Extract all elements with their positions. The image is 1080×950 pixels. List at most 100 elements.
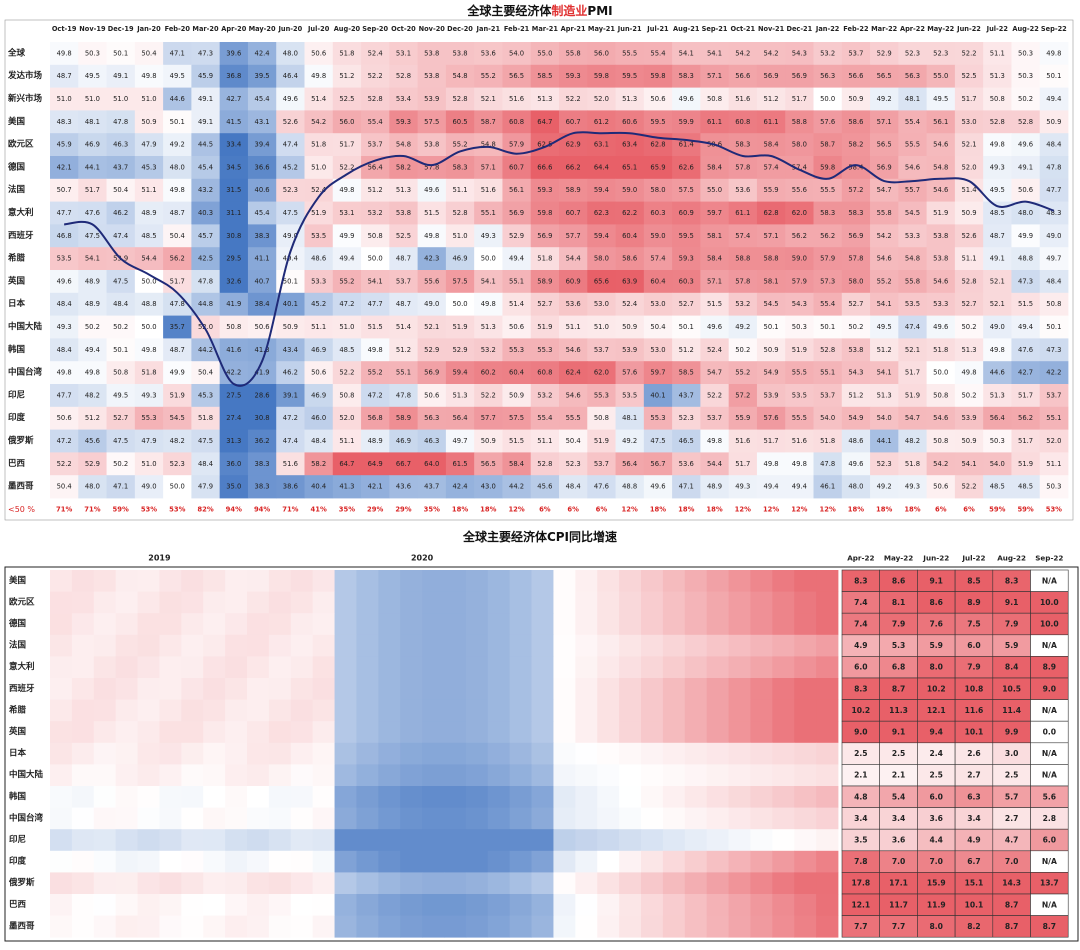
pmi-cell (417, 406, 447, 430)
pmi-cell (841, 475, 871, 499)
cpi-heat-cell (159, 742, 182, 765)
pmi-cell (247, 156, 277, 180)
pmi-cell (106, 224, 136, 248)
cpi-heat-cell (619, 915, 642, 938)
pmi-cell (50, 156, 79, 180)
pmi-cell (134, 361, 164, 385)
pmi-cell-value: 66.2 (566, 163, 581, 171)
pmi-cell-value: 36.8 (226, 72, 241, 80)
cpi-heat-cell (553, 678, 576, 700)
pmi-cell-value: 47.2 (339, 300, 354, 308)
cpi-heat-cell (444, 570, 467, 592)
pmi-cell (813, 87, 843, 111)
pmi-cell-value: 48.2 (905, 437, 920, 445)
pmi-cell (898, 429, 928, 453)
cpi-heat-cell (400, 570, 423, 592)
pmi-cell (785, 406, 814, 430)
pmi-cell (474, 406, 503, 430)
pmi-cell-value: 52.9 (509, 232, 524, 240)
pmi-cell (813, 224, 843, 248)
pmi-cell (276, 384, 305, 408)
pmi-cell (615, 42, 645, 66)
cpi-table-value: 7.9 (967, 663, 980, 672)
cpi-table-value: 6.0 (1043, 836, 1056, 845)
pmi-cell-value: 42.5 (198, 255, 213, 263)
cpi-heat-cell (181, 764, 204, 787)
pmi-cell-value: 54.2 (933, 460, 948, 468)
cpi-heat-cell (706, 678, 729, 700)
pmi-month-label: Nov-19 (79, 25, 106, 33)
pmi-cell-value: 50.0 (820, 95, 835, 103)
cpi-heat-cell (203, 678, 226, 700)
cpi-heat-cell (400, 613, 423, 636)
pmi-cell-value: 52.4 (707, 346, 722, 354)
pmi-cell-value: 51.2 (85, 414, 100, 422)
pmi-cell-value: 59.3 (679, 255, 694, 263)
pmi-cell (78, 201, 107, 225)
cpi-heat-cell (750, 786, 773, 808)
pmi-cell-value: 50.6 (650, 95, 665, 103)
cpi-table-value: 10.1 (965, 728, 984, 737)
pmi-cell (389, 156, 419, 180)
pmi-cell (756, 429, 786, 453)
pmi-cell-value: 52.1 (424, 323, 439, 331)
pmi-cell (728, 87, 758, 111)
pmi-cell-value: 56.3 (424, 414, 439, 422)
pmi-cell (389, 201, 419, 225)
cpi-table-value: N/A (1042, 706, 1057, 715)
pmi-cell-value: 50.1 (1046, 323, 1061, 331)
cpi-heat-cell (400, 807, 423, 830)
pmi-cell-value: 51.9 (1018, 460, 1033, 468)
pmi-footer-value: 53% (169, 505, 185, 513)
cpi-heat-cell (684, 656, 708, 679)
cpi-table-value: 2.5 (854, 749, 867, 758)
cpi-heat-cell (225, 786, 248, 808)
pmi-cell-value: 50.9 (961, 437, 976, 445)
cpi-heat-cell (444, 721, 467, 744)
pmi-cell (728, 42, 758, 66)
cpi-heat-cell (706, 915, 729, 938)
pmi-cell (898, 315, 928, 339)
pmi-cell (332, 110, 362, 134)
pmi-cell-value: 51.0 (113, 95, 128, 103)
cpi-heat-cell (794, 570, 817, 592)
cpi-table-value: 8.2 (967, 922, 980, 931)
cpi-heat-cell (575, 915, 598, 938)
pmi-cell-value: 51.8 (311, 141, 326, 149)
cpi-heat-cell (641, 872, 664, 895)
pmi-cell-value: 48.4 (311, 437, 326, 445)
pmi-cell-value: 51.0 (57, 95, 72, 103)
pmi-cell (587, 247, 616, 271)
pmi-cell-value: 50.8 (1046, 300, 1061, 308)
pmi-cell-value: 50.3 (990, 437, 1005, 445)
cpi-heat-cell (575, 613, 598, 636)
pmi-cell (559, 224, 588, 248)
pmi-cell (417, 87, 447, 111)
pmi-cell-value: 58.4 (707, 163, 722, 171)
pmi-cell-value: 52.4 (368, 49, 383, 57)
pmi-month-label: Mar-20 (192, 25, 219, 33)
pmi-cell (78, 270, 107, 294)
pmi-cell (332, 315, 362, 339)
pmi-cell-value: 49.1 (113, 72, 128, 80)
pmi-month-label: Feb-20 (165, 25, 191, 33)
pmi-cell (1011, 87, 1041, 111)
cpi-heat-cell (378, 786, 401, 808)
pmi-cell-value: 57.2 (848, 186, 863, 194)
pmi-month-label: Jun-21 (617, 25, 642, 33)
pmi-cell (643, 42, 673, 66)
pmi-cell-value: 56.5 (481, 460, 496, 468)
pmi-footer-value: 12% (763, 505, 779, 513)
cpi-heat-cell (706, 742, 729, 765)
pmi-cell-value: 54.3 (792, 49, 807, 57)
pmi-cell (50, 133, 79, 157)
pmi-cell-value: 51.0 (594, 323, 609, 331)
pmi-cell (615, 224, 645, 248)
pmi-cell (191, 156, 221, 180)
pmi-cell-value: 53.9 (622, 346, 637, 354)
pmi-cell (502, 429, 532, 453)
pmi-cell (954, 475, 984, 499)
pmi-cell-value: 48.2 (170, 437, 185, 445)
pmi-cell-value: 51.3 (622, 95, 637, 103)
pmi-cell-value: 51.3 (990, 391, 1005, 399)
